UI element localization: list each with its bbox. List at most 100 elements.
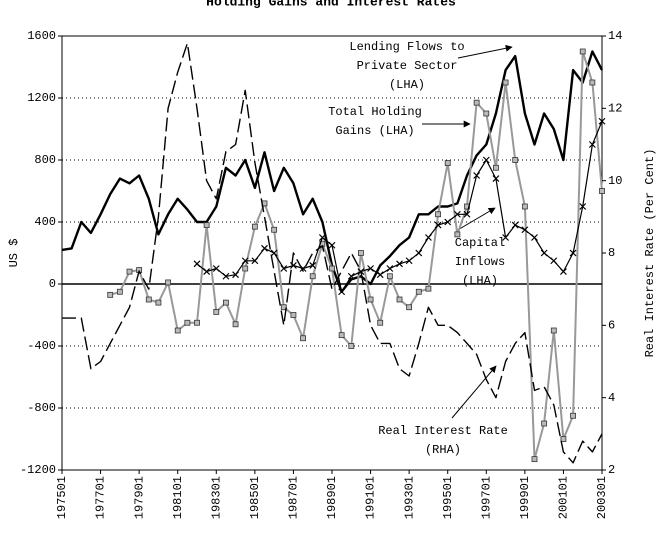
marker-x — [212, 265, 220, 272]
marker-square — [165, 279, 171, 286]
marker-x — [598, 117, 606, 125]
y-axis-label: US $ — [7, 239, 21, 268]
marker-x — [396, 260, 403, 268]
annotation: Capital — [455, 236, 505, 250]
y-tick-label: 0 — [49, 277, 56, 291]
marker-x — [318, 234, 326, 241]
x-tick-label: 199501 — [441, 476, 455, 519]
annotation: Private Sector — [357, 59, 458, 73]
marker-square — [203, 222, 210, 229]
marker-x — [241, 257, 249, 265]
marker-x — [531, 234, 538, 241]
x-tick-label: 198301 — [209, 476, 223, 519]
marker-square — [512, 157, 519, 163]
marker-x — [502, 234, 509, 241]
marker-x — [521, 226, 529, 234]
series-line — [61, 50, 604, 293]
marker-x — [482, 156, 490, 164]
marker-square — [560, 436, 567, 442]
marker-x — [405, 257, 413, 265]
arrow — [451, 365, 497, 419]
x-tick-label: 198101 — [171, 476, 185, 519]
marker-square — [386, 273, 393, 280]
marker-x — [347, 272, 355, 280]
x-tick-label: 199701 — [479, 476, 493, 519]
marker-square — [223, 299, 229, 306]
y2-tick-label: 6 — [608, 319, 615, 333]
marker-square — [425, 285, 432, 292]
marker-x — [203, 268, 211, 276]
marker-x — [309, 261, 317, 269]
marker-x — [511, 221, 519, 229]
marker-square — [338, 332, 345, 339]
marker-square — [300, 335, 306, 342]
marker-square — [579, 48, 586, 55]
marker-square — [242, 265, 249, 272]
marker-x — [251, 257, 259, 265]
y-tick-label: -400 — [27, 339, 56, 353]
marker-square — [367, 296, 374, 303]
y2-tick-label: 4 — [608, 391, 615, 405]
marker-square — [184, 319, 191, 326]
marker-square — [309, 273, 316, 280]
marker-x — [550, 257, 558, 265]
marker-x — [328, 241, 336, 249]
marker-x — [463, 210, 471, 218]
y-tick-label: 1600 — [27, 29, 56, 43]
y-tick-label: -1200 — [20, 463, 56, 477]
marker-square — [483, 110, 490, 117]
marker-x — [415, 249, 423, 257]
annotation: Gains (LHA) — [335, 124, 414, 138]
marker-x — [193, 260, 201, 268]
annotation: (LHA) — [389, 78, 425, 92]
marker-square — [550, 327, 557, 334]
marker-square — [126, 268, 133, 275]
x-tick-label: 198501 — [248, 476, 262, 519]
marker-x — [367, 265, 374, 272]
marker-square — [570, 412, 576, 419]
marker-x — [386, 265, 394, 272]
annotation: Inflows — [455, 255, 505, 269]
series-line — [196, 121, 603, 293]
marker-square — [174, 327, 181, 334]
marker-square — [454, 231, 461, 238]
marker-square — [541, 420, 548, 427]
x-tick-label: 199901 — [518, 476, 532, 519]
x-tick-label: 197501 — [55, 476, 69, 519]
marker-x — [492, 175, 500, 183]
marker-square — [377, 319, 384, 326]
y2-tick-label: 14 — [608, 29, 622, 43]
x-tick-label: 197901 — [132, 476, 146, 519]
y2-tick-label: 8 — [608, 246, 615, 260]
x-tick-label: 197701 — [94, 476, 108, 519]
marker-square — [589, 79, 596, 86]
y-tick-label: -800 — [27, 401, 56, 415]
marker-x — [540, 249, 548, 257]
series-line — [62, 42, 603, 464]
annotation: Lending Flows to — [349, 40, 464, 54]
marker-square — [502, 79, 509, 86]
marker-square — [493, 164, 499, 171]
marker-square — [116, 288, 123, 295]
annotation: (LHA) — [462, 274, 498, 288]
y2-tick-label: 2 — [608, 463, 615, 477]
marker-x — [560, 268, 567, 276]
marker-x — [270, 249, 278, 257]
marker-x — [376, 271, 384, 279]
x-tick-label: 200301 — [595, 476, 609, 519]
marker-square — [194, 319, 200, 326]
marker-square — [329, 265, 335, 272]
marker-square — [444, 160, 451, 167]
marker-x — [588, 141, 596, 148]
marker-x — [232, 271, 239, 279]
marker-x — [579, 203, 587, 210]
arrows — [422, 44, 513, 419]
marker-square — [473, 99, 480, 106]
marker-square — [232, 321, 239, 328]
plot-frame — [61, 35, 603, 471]
x-tick-label: 199301 — [402, 476, 416, 519]
series-line — [109, 50, 603, 461]
marker-square — [521, 203, 528, 210]
marker-square — [271, 226, 278, 233]
